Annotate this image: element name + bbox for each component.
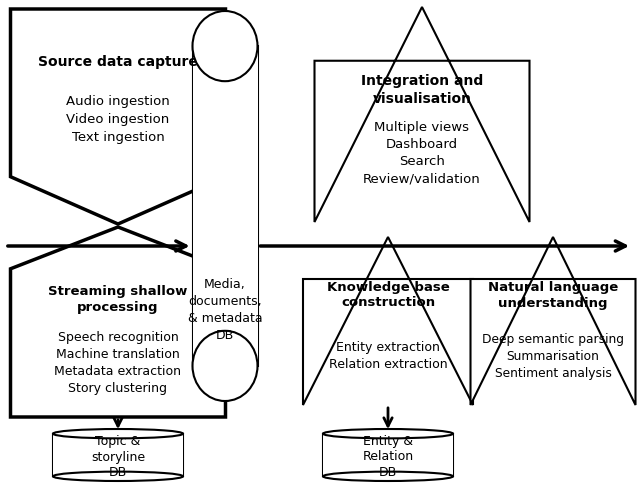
Polygon shape <box>303 238 473 405</box>
Text: Source data capture: Source data capture <box>38 55 198 69</box>
Bar <box>323 434 453 476</box>
Bar <box>53 434 183 476</box>
Ellipse shape <box>193 12 257 82</box>
Polygon shape <box>10 10 225 224</box>
Ellipse shape <box>53 429 183 438</box>
Text: Speech recognition
Machine translation
Metadata extraction
Story clustering: Speech recognition Machine translation M… <box>54 330 182 394</box>
Text: Topic &
storyline
DB: Topic & storyline DB <box>91 434 145 479</box>
Text: Knowledge base
construction: Knowledge base construction <box>326 280 449 309</box>
Text: Media,
documents,
& metadata
DB: Media, documents, & metadata DB <box>188 278 262 341</box>
Text: Integration and
visualisation: Integration and visualisation <box>361 74 483 105</box>
Text: Audio ingestion
Video ingestion
Text ingestion: Audio ingestion Video ingestion Text ing… <box>66 95 170 144</box>
Polygon shape <box>470 238 636 405</box>
Text: Deep semantic parsing
Summarisation
Sentiment analysis: Deep semantic parsing Summarisation Sent… <box>482 332 624 379</box>
Text: Streaming shallow
processing: Streaming shallow processing <box>48 285 188 314</box>
Ellipse shape <box>193 331 257 401</box>
Text: Entity extraction
Relation extraction: Entity extraction Relation extraction <box>329 340 447 370</box>
Ellipse shape <box>53 472 183 481</box>
Ellipse shape <box>323 472 453 481</box>
Text: Entity &
Relation
DB: Entity & Relation DB <box>362 434 413 479</box>
Text: Natural language
understanding: Natural language understanding <box>488 280 618 309</box>
Text: Multiple views
Dashboard
Search
Review/validation: Multiple views Dashboard Search Review/v… <box>363 121 481 184</box>
Bar <box>193 47 257 366</box>
Polygon shape <box>10 227 225 417</box>
Polygon shape <box>314 8 529 223</box>
Ellipse shape <box>323 429 453 438</box>
